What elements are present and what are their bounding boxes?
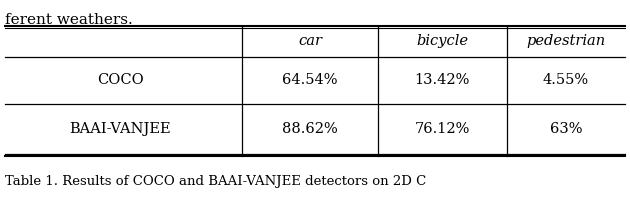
Text: ferent weathers.: ferent weathers. bbox=[5, 13, 133, 27]
Text: pedestrian: pedestrian bbox=[527, 34, 605, 48]
Text: COCO: COCO bbox=[96, 73, 144, 87]
Text: 4.55%: 4.55% bbox=[543, 73, 589, 87]
Text: 88.62%: 88.62% bbox=[282, 122, 338, 136]
Text: bicycle: bicycle bbox=[416, 34, 468, 48]
Text: 63%: 63% bbox=[550, 122, 582, 136]
Text: 13.42%: 13.42% bbox=[415, 73, 470, 87]
Text: car: car bbox=[298, 34, 322, 48]
Text: Table 1. Results of COCO and BAAI-VANJEE detectors on 2D C: Table 1. Results of COCO and BAAI-VANJEE… bbox=[5, 175, 427, 188]
Text: 64.54%: 64.54% bbox=[282, 73, 338, 87]
Text: 76.12%: 76.12% bbox=[415, 122, 470, 136]
Text: BAAI-VANJEE: BAAI-VANJEE bbox=[69, 122, 171, 136]
